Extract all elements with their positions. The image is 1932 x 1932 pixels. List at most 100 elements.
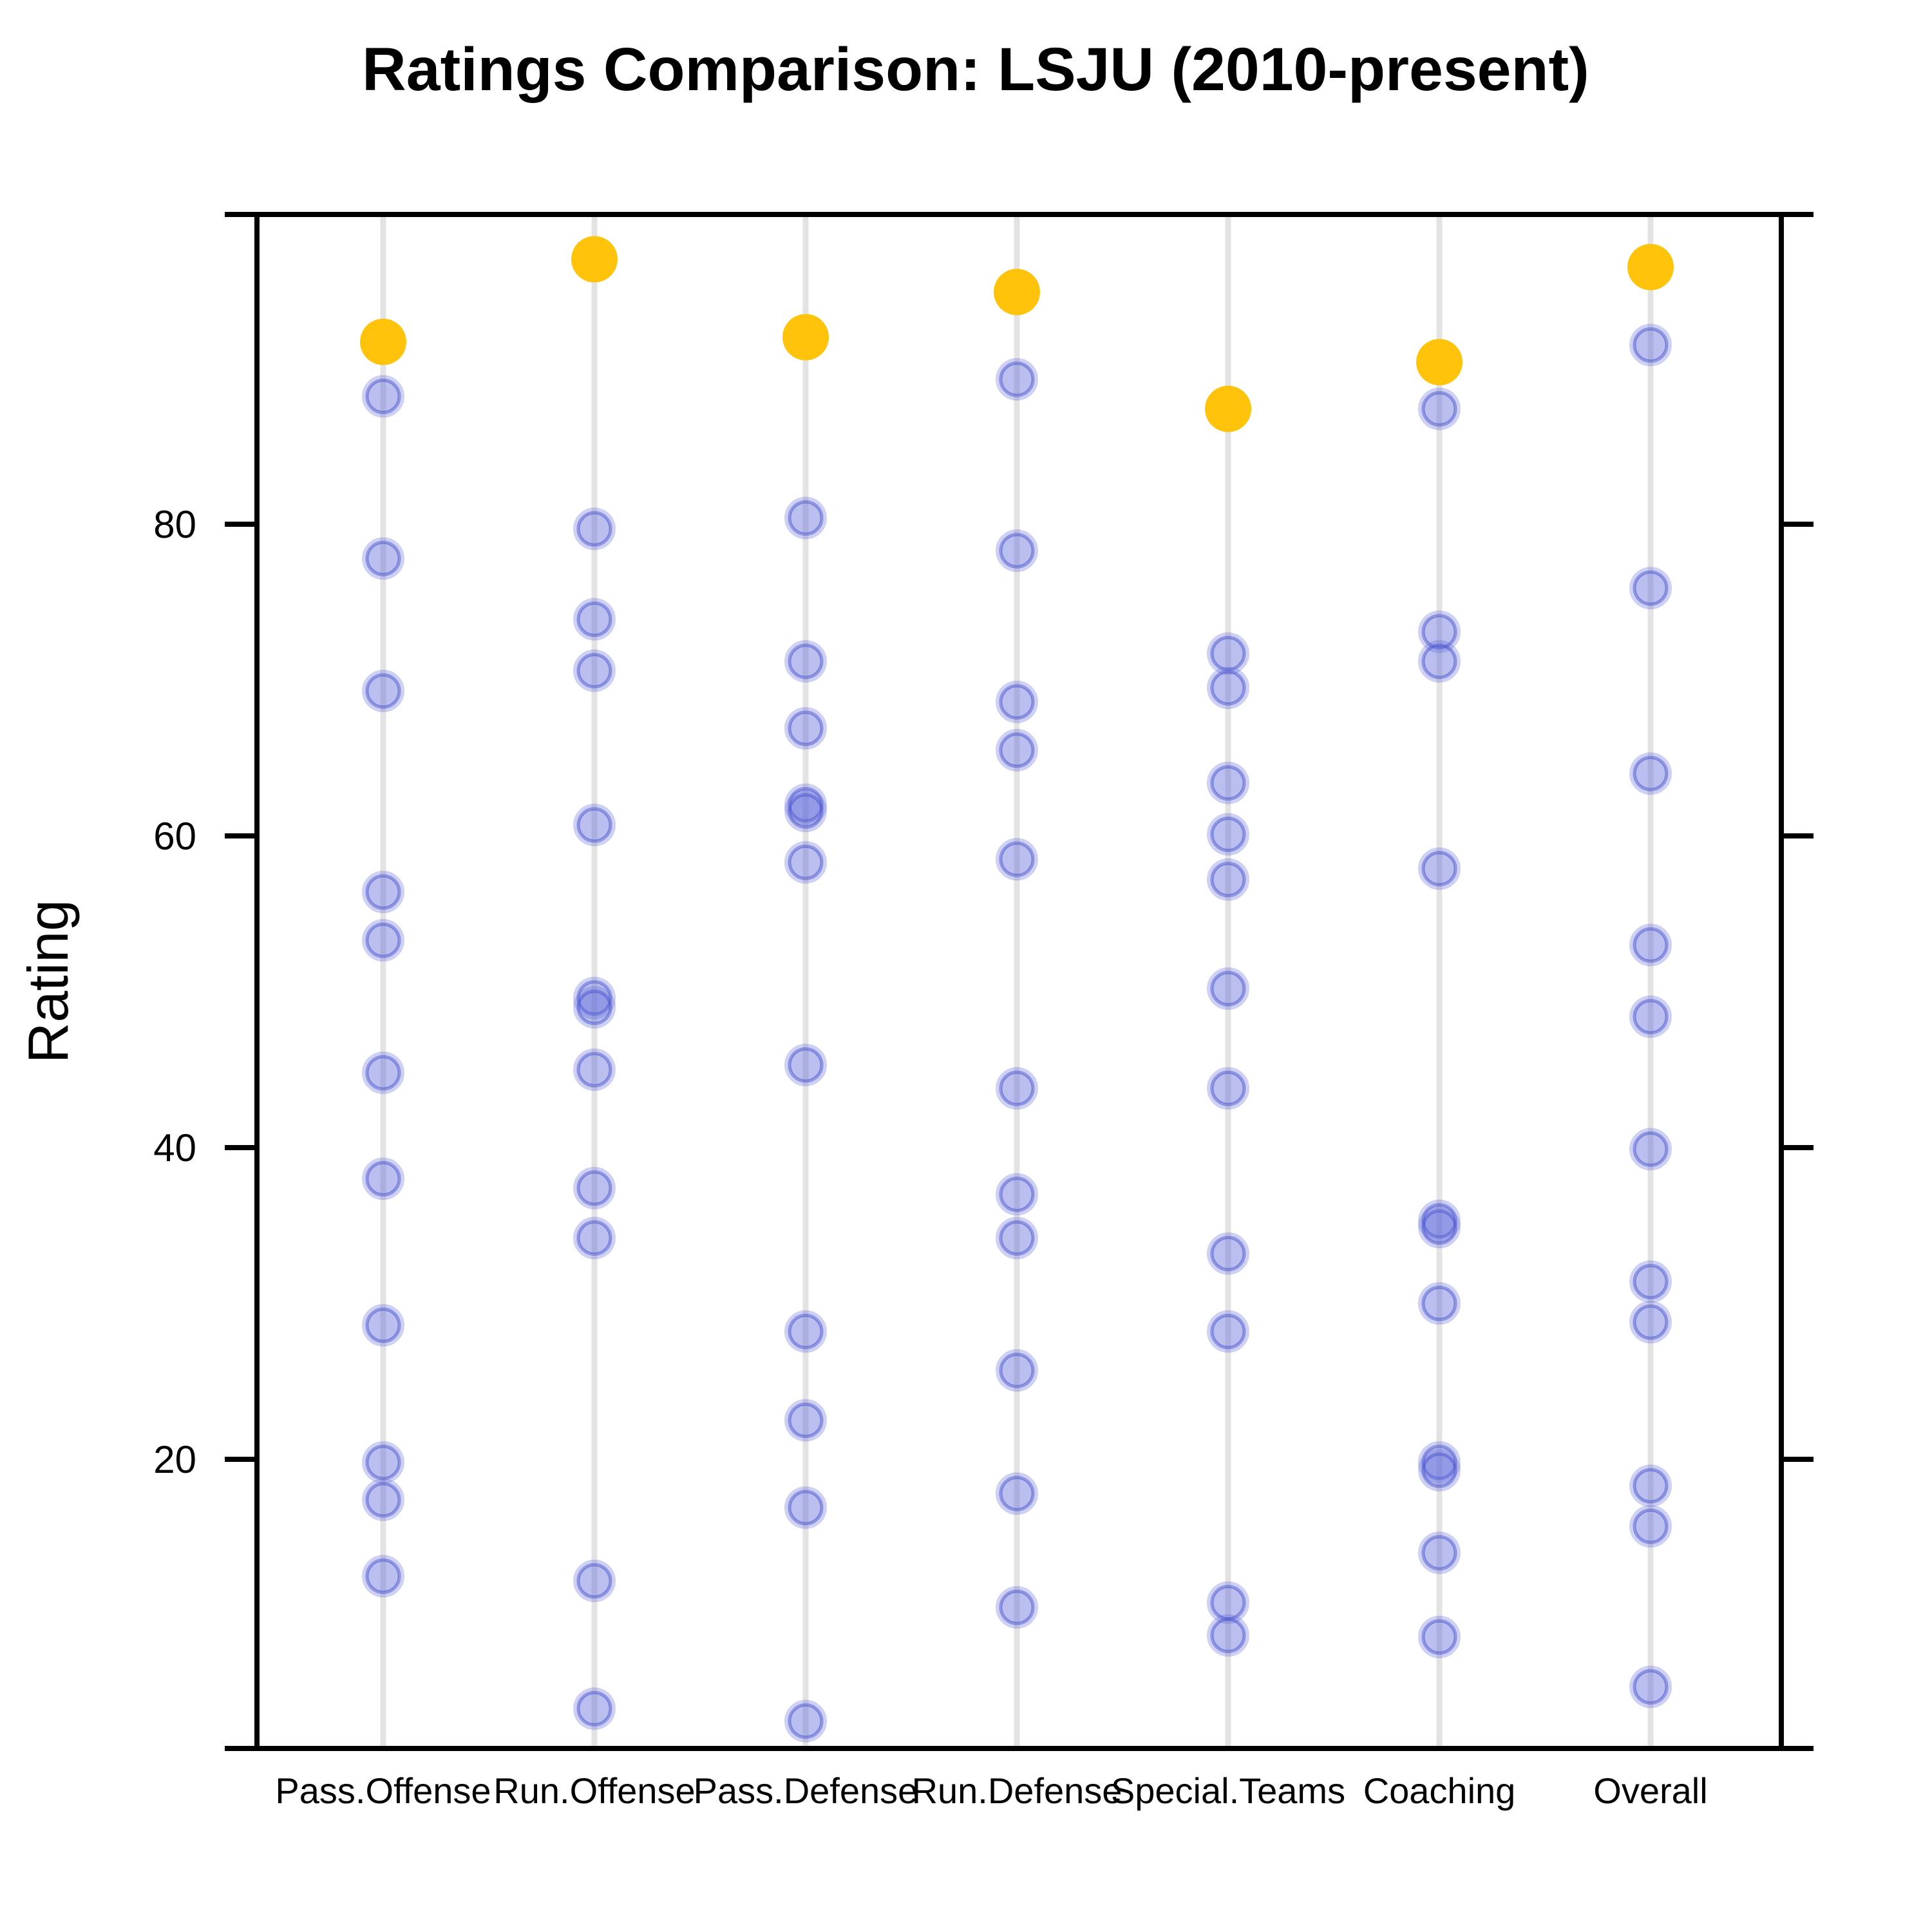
data-point-highlight xyxy=(994,269,1040,316)
data-point-halo xyxy=(784,841,827,884)
data-point-halo xyxy=(996,1349,1038,1392)
data-point-historical xyxy=(999,533,1035,569)
data-point-halo xyxy=(573,1166,616,1209)
data-point-halo xyxy=(996,1472,1038,1515)
data-point-halo xyxy=(784,497,827,540)
data-point-historical xyxy=(999,1589,1035,1625)
y-tick-label: 80 xyxy=(153,503,196,546)
data-point-halo xyxy=(784,1486,827,1530)
data-point-halo xyxy=(1629,323,1672,366)
data-point-historical xyxy=(1633,1264,1669,1300)
data-point-halo xyxy=(362,1555,404,1598)
data-point-historical xyxy=(999,732,1035,768)
data-point-halo xyxy=(1207,667,1249,710)
data-point-historical xyxy=(1210,817,1246,853)
data-point-historical xyxy=(576,1690,612,1727)
data-point-halo xyxy=(1207,967,1249,1010)
data-point-historical xyxy=(999,841,1035,877)
data-point-historical xyxy=(788,1490,824,1526)
data-point-historical xyxy=(576,980,612,1016)
x-axis-label: Run.Offense xyxy=(493,1770,695,1811)
data-point-historical xyxy=(1421,1535,1457,1571)
data-point-halo xyxy=(362,1157,404,1200)
data-point-halo xyxy=(362,375,404,418)
data-point-historical xyxy=(1633,327,1669,363)
highlight-points-group xyxy=(360,236,1674,432)
x-axis-label: Pass.Offense xyxy=(275,1770,491,1811)
data-point-halo xyxy=(1418,1206,1461,1249)
data-point-historical xyxy=(999,1475,1035,1511)
data-point-halo xyxy=(1629,995,1672,1038)
data-point-halo xyxy=(362,537,404,580)
data-point-halo xyxy=(1418,1199,1461,1242)
data-point-historical xyxy=(1421,1285,1457,1321)
data-point-halo xyxy=(784,783,827,826)
data-point-historical xyxy=(365,1160,401,1197)
category-guide-lines xyxy=(380,214,1654,1748)
data-point-historical xyxy=(1421,851,1457,887)
data-point-halo xyxy=(1207,1232,1249,1275)
y-tick-label: 20 xyxy=(153,1438,196,1481)
data-point-halo xyxy=(362,1051,404,1094)
data-point-historical xyxy=(1633,1669,1669,1705)
data-point-halo xyxy=(996,1173,1038,1216)
data-point-historical xyxy=(365,1307,401,1343)
data-point-historical xyxy=(576,989,612,1025)
data-point-halo xyxy=(784,1043,827,1086)
data-point-historical xyxy=(1210,1585,1246,1621)
data-point-halo xyxy=(573,598,616,641)
data-point-historical xyxy=(788,710,824,746)
data-point-historical xyxy=(1210,1617,1246,1653)
data-point-historical xyxy=(1421,614,1457,650)
data-point-historical xyxy=(1633,1508,1669,1544)
data-point-halo xyxy=(1418,387,1461,430)
data-point-historical xyxy=(576,652,612,688)
y-axis-label: Rating xyxy=(16,900,80,1063)
data-point-halo xyxy=(784,639,827,683)
data-point-historical xyxy=(999,1070,1035,1106)
data-point-historical xyxy=(365,673,401,709)
data-point-halo xyxy=(996,529,1038,573)
data-point-halo xyxy=(573,507,616,551)
data-point-historical xyxy=(1633,1131,1669,1167)
data-point-historical xyxy=(365,922,401,958)
data-point-highlight xyxy=(1627,243,1674,290)
data-point-historical xyxy=(999,684,1035,720)
data-point-halo xyxy=(1418,1448,1461,1492)
data-point-halo xyxy=(1629,923,1672,967)
data-point-historical xyxy=(1421,1444,1457,1481)
data-point-halo xyxy=(362,669,404,712)
data-point-historical xyxy=(1633,1468,1669,1504)
data-point-historical xyxy=(1633,999,1669,1035)
data-point-historical xyxy=(1421,1452,1457,1488)
data-point-halo xyxy=(1629,1301,1672,1344)
data-point-halo xyxy=(1207,761,1249,804)
data-point-historical xyxy=(1210,765,1246,801)
data-point-historical xyxy=(788,1314,824,1350)
data-point-historical xyxy=(576,1170,612,1206)
data-point-halo xyxy=(1207,1310,1249,1353)
data-point-halo xyxy=(1629,1260,1672,1303)
data-point-historical xyxy=(365,379,401,415)
historical-points-group xyxy=(362,323,1672,1743)
data-point-halo xyxy=(784,1700,827,1743)
data-point-halo xyxy=(573,1217,616,1260)
data-point-historical xyxy=(576,1052,612,1088)
data-point-historical xyxy=(1421,391,1457,427)
data-point-historical xyxy=(1210,1314,1246,1350)
data-point-halo xyxy=(573,804,616,847)
data-point-historical xyxy=(1421,643,1457,679)
data-point-halo xyxy=(1418,1441,1461,1484)
x-axis-label: Special.Teams xyxy=(1111,1770,1345,1811)
data-point-historical xyxy=(1210,971,1246,1007)
data-point-halo xyxy=(1418,1282,1461,1325)
y-axis-ticks: 20 40 60 80 xyxy=(153,503,1814,1481)
data-point-halo xyxy=(996,1067,1038,1110)
data-point-historical xyxy=(365,1558,401,1594)
data-point-historical xyxy=(576,1220,612,1256)
data-point-halo xyxy=(1207,1581,1249,1624)
data-point-historical xyxy=(788,793,824,829)
data-point-historical xyxy=(788,1703,824,1739)
data-point-historical xyxy=(365,540,401,576)
data-point-historical xyxy=(1633,927,1669,963)
